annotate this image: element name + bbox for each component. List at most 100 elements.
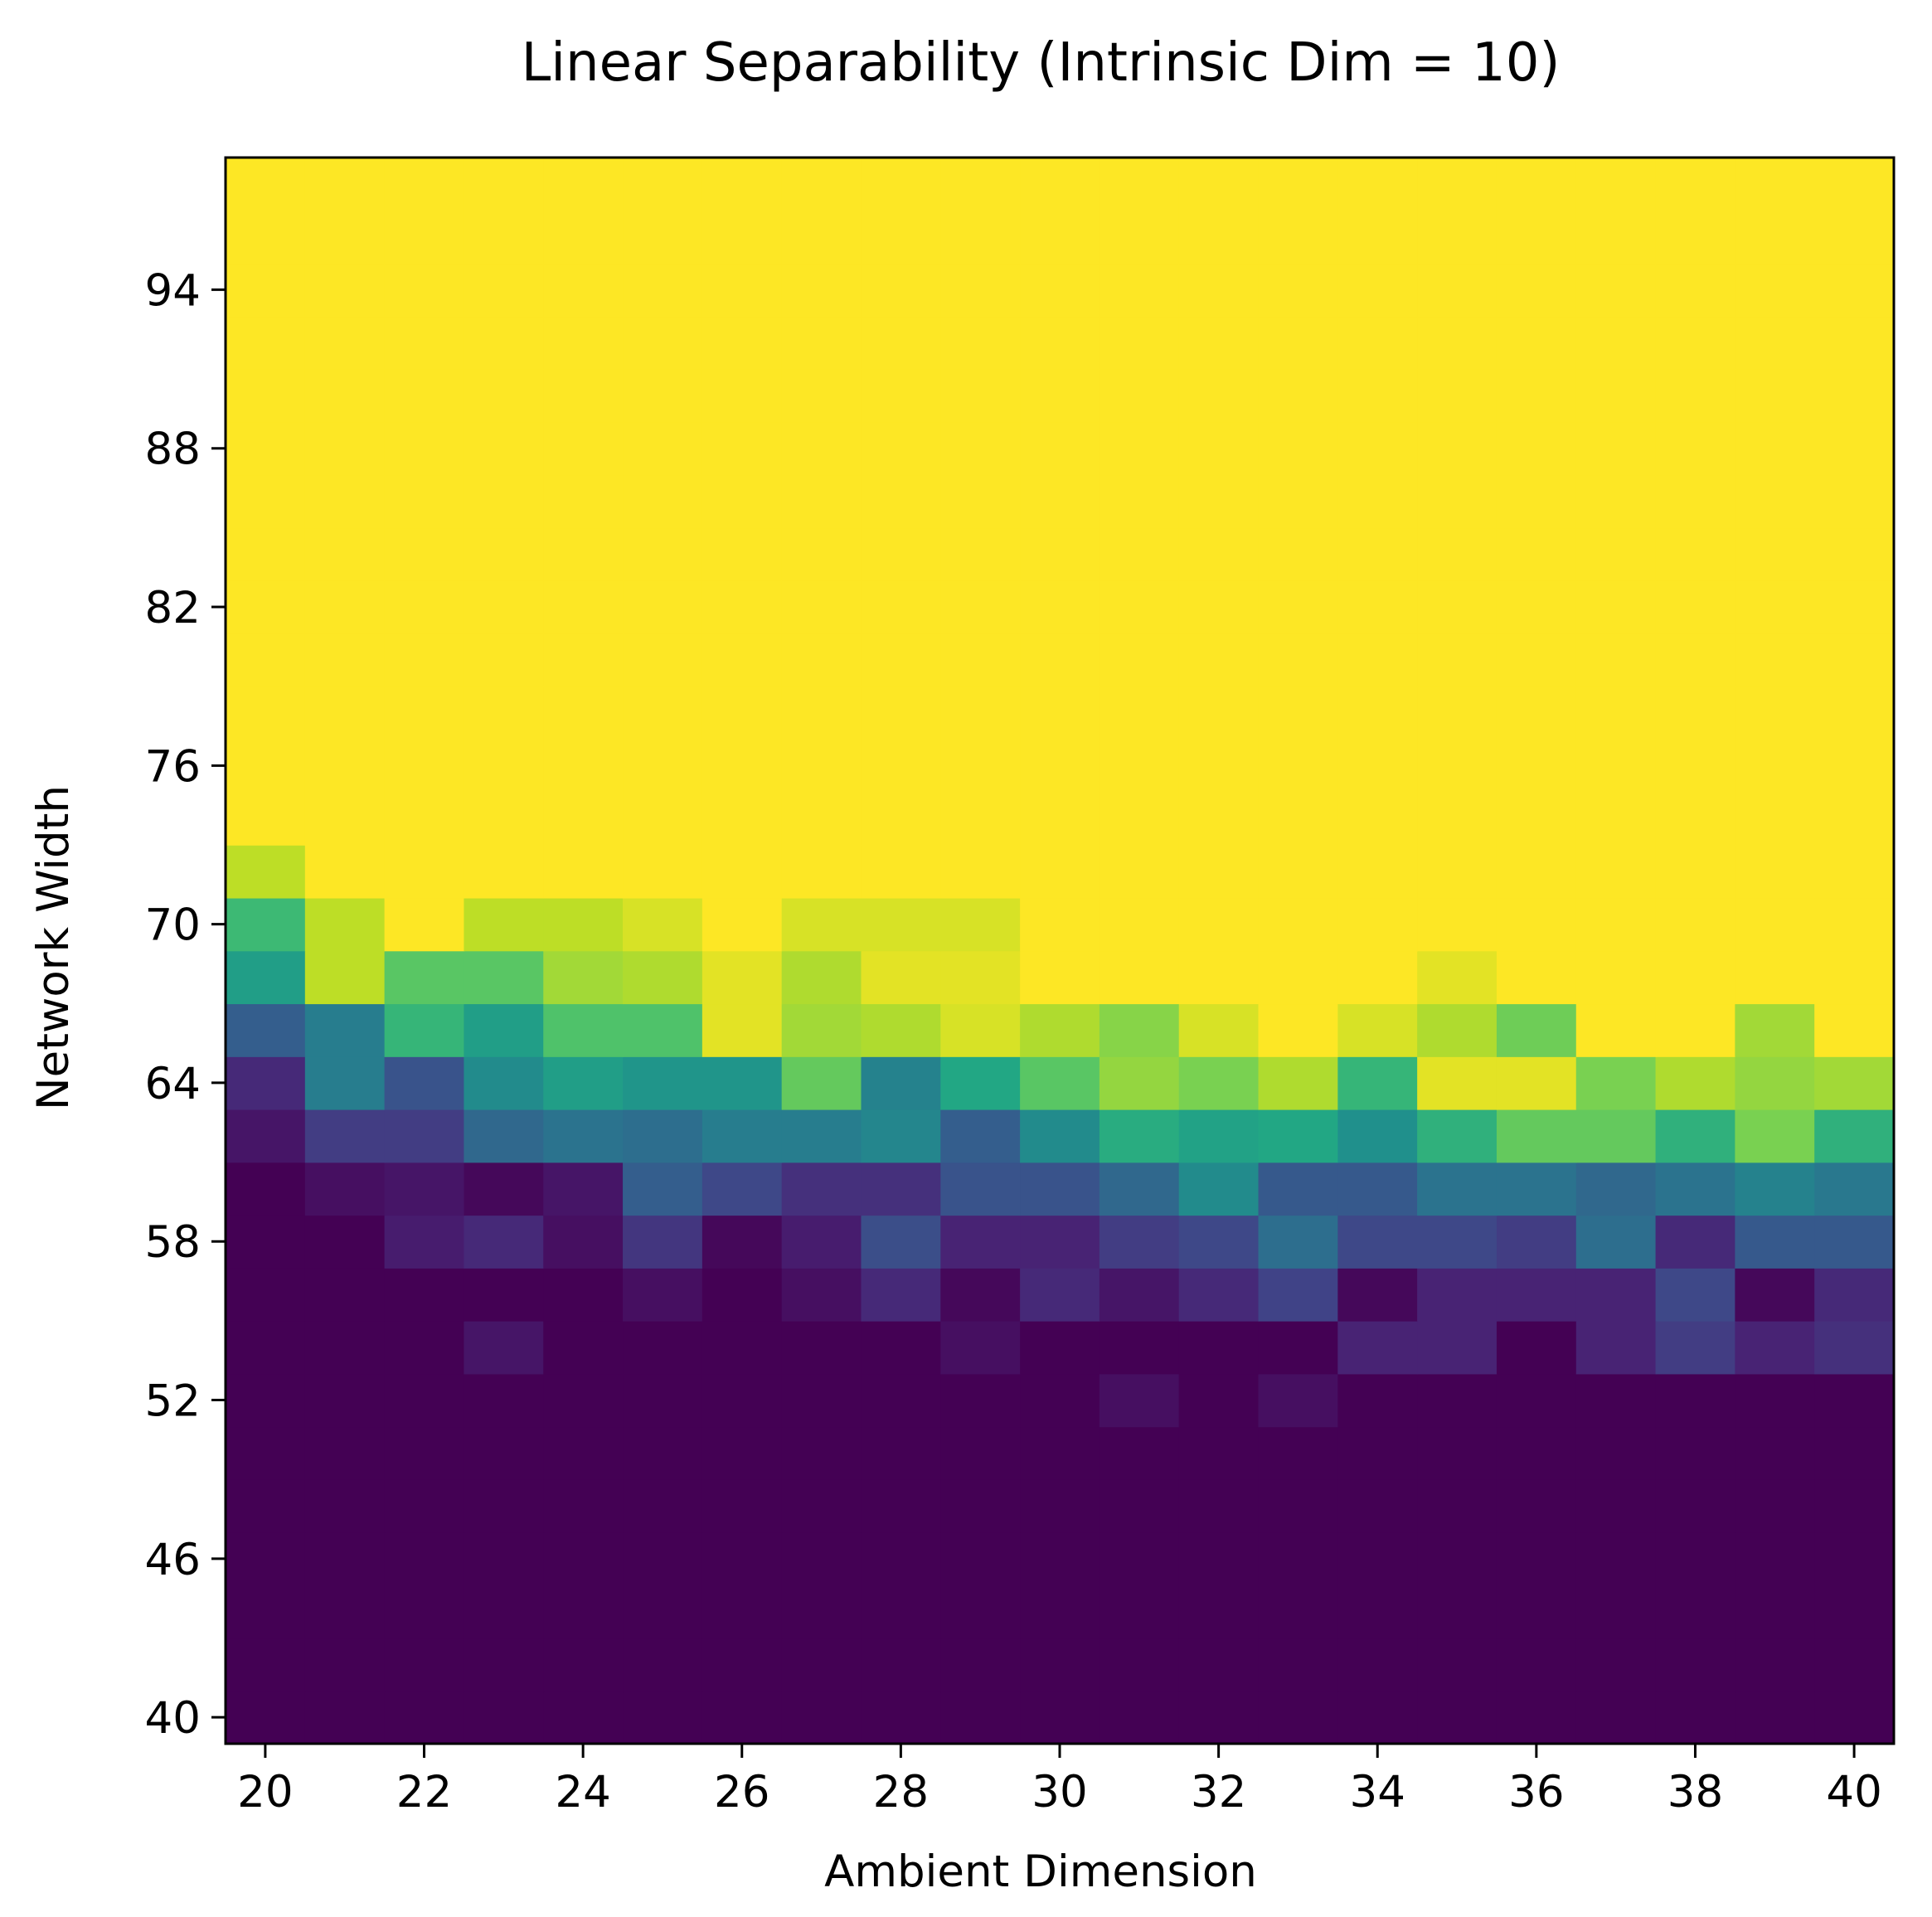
heatmap-cell [1258, 897, 1339, 952]
plot-frame [224, 156, 1896, 1745]
heatmap-cell [623, 1003, 703, 1057]
heatmap-cell [781, 1479, 862, 1533]
heatmap-cell [1099, 316, 1180, 370]
heatmap-cell [940, 1162, 1021, 1216]
heatmap-cell [1417, 1531, 1498, 1586]
heatmap-cell [1655, 421, 1736, 476]
heatmap-cell [226, 580, 306, 634]
heatmap-cell [1099, 210, 1180, 264]
heatmap-cell [1575, 1215, 1657, 1269]
heatmap-cell [464, 474, 545, 529]
heatmap-cell [1814, 633, 1895, 687]
heatmap-cell [781, 1215, 862, 1269]
heatmap-cell [464, 1056, 545, 1110]
heatmap-cell [304, 1268, 386, 1322]
heatmap-cell [1655, 897, 1736, 952]
heatmap-cell [781, 1691, 862, 1745]
heatmap-cell [304, 1531, 386, 1586]
heatmap-cell [543, 686, 624, 740]
heatmap-cell [623, 897, 703, 952]
heatmap-cell [1020, 1109, 1100, 1163]
heatmap-cell [1655, 369, 1736, 423]
heatmap-cell [1735, 739, 1815, 793]
heatmap-cell [861, 792, 942, 846]
heatmap-cell [781, 1585, 862, 1639]
heatmap-cell [1099, 1268, 1180, 1322]
heatmap-cell [464, 316, 545, 370]
heatmap-cell [1575, 580, 1657, 634]
heatmap-cell [701, 1215, 783, 1269]
heatmap-cell [1575, 369, 1657, 423]
heatmap-cell [1814, 897, 1895, 952]
heatmap-cell [543, 1056, 624, 1110]
heatmap-cell [464, 580, 545, 634]
heatmap-cell [464, 527, 545, 581]
heatmap-cell [1655, 1479, 1736, 1533]
x-tick-label: 22 [396, 1767, 452, 1818]
heatmap-cell [384, 421, 465, 476]
heatmap-cell [1258, 580, 1339, 634]
heatmap-cell [226, 1531, 306, 1586]
heatmap-cell [1020, 1162, 1100, 1216]
heatmap-cell [1417, 1691, 1498, 1745]
heatmap-cell [701, 263, 783, 318]
heatmap-cell [940, 210, 1021, 264]
heatmap-cell [861, 1162, 942, 1216]
heatmap-cell [1575, 633, 1657, 687]
heatmap-cell [701, 1638, 783, 1692]
heatmap-cell [543, 1215, 624, 1269]
heatmap-cell [1178, 1162, 1260, 1216]
heatmap-cell [1337, 1373, 1418, 1428]
heatmap-cell [543, 1479, 624, 1533]
heatmap-cell [781, 950, 862, 1005]
heatmap-cell [384, 1585, 465, 1639]
heatmap-cell [226, 421, 306, 476]
heatmap-cell [543, 527, 624, 581]
heatmap-cell [543, 263, 624, 318]
heatmap-cell [1258, 1638, 1339, 1692]
heatmap-cell [861, 1268, 942, 1322]
heatmap-cell [701, 739, 783, 793]
heatmap-cell [464, 686, 545, 740]
heatmap-cell [1337, 1268, 1418, 1322]
heatmap-cell [1258, 739, 1339, 793]
heatmap-cell [226, 263, 306, 318]
heatmap-cell [1417, 210, 1498, 264]
heatmap-cell [1496, 1003, 1577, 1057]
heatmap-cell [1020, 1003, 1100, 1057]
heatmap-cell [940, 1691, 1021, 1745]
heatmap-cell [701, 844, 783, 899]
heatmap-cell [781, 158, 862, 211]
heatmap-cell [781, 316, 862, 370]
heatmap-cell [1417, 158, 1498, 211]
heatmap-cell [1099, 1531, 1180, 1586]
heatmap-cell [1417, 1215, 1498, 1269]
heatmap-cell [1814, 316, 1895, 370]
heatmap-cell [1735, 1373, 1815, 1428]
heatmap-cell [543, 1373, 624, 1428]
heatmap-cell [623, 316, 703, 370]
heatmap-cell [226, 210, 306, 264]
heatmap-cell [226, 1638, 306, 1692]
heatmap-cell [1575, 1162, 1657, 1216]
heatmap-cell [1496, 527, 1577, 581]
heatmap-cells [226, 158, 1895, 1745]
heatmap-cell [1258, 1531, 1339, 1586]
heatmap-cell [1099, 1479, 1180, 1533]
heatmap-cell [1258, 1003, 1339, 1057]
heatmap-cell [543, 1162, 624, 1216]
heatmap-cell [226, 1479, 306, 1533]
heatmap-cell [1496, 158, 1577, 211]
heatmap-cell [384, 1003, 465, 1057]
heatmap-cell [1417, 1162, 1498, 1216]
heatmap-cell [304, 1109, 386, 1163]
heatmap-cell [1814, 1585, 1895, 1639]
heatmap-cell [701, 792, 783, 846]
heatmap-cell [1496, 633, 1577, 687]
heatmap-cell [1178, 580, 1260, 634]
heatmap-cell [781, 897, 862, 952]
heatmap-cell [1735, 1638, 1815, 1692]
heatmap-cell [1337, 1162, 1418, 1216]
heatmap-cell [1655, 158, 1736, 211]
heatmap-cell [861, 316, 942, 370]
